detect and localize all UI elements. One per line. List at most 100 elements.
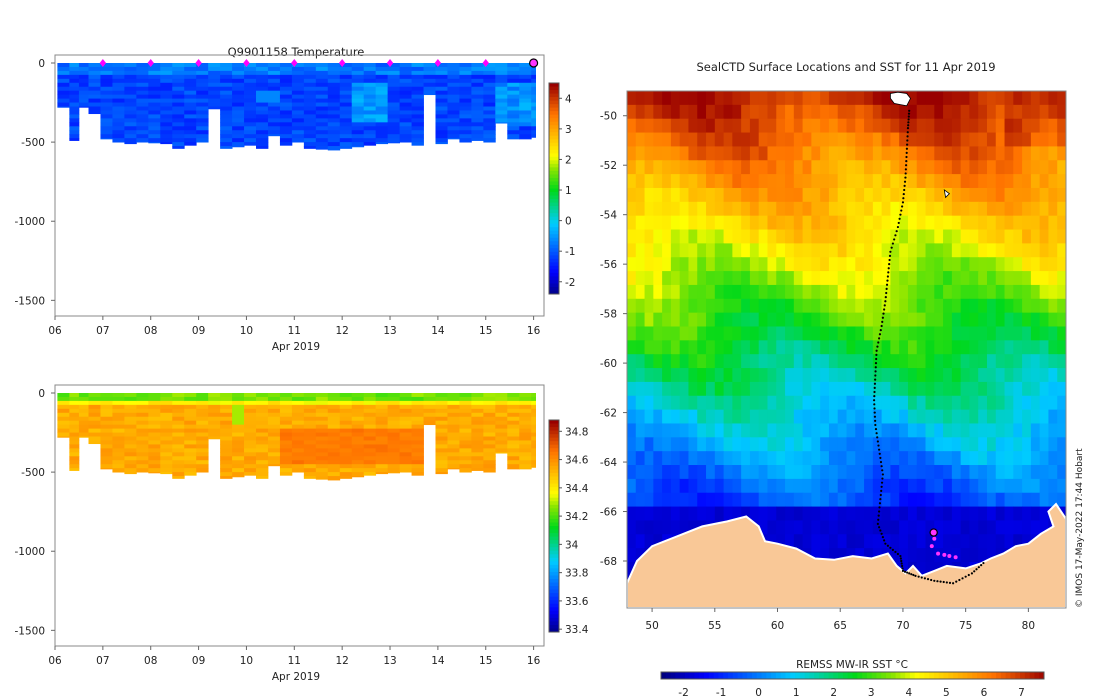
section-cell: [411, 396, 424, 402]
section-cell: [124, 122, 137, 127]
colorbar-segment: [549, 111, 559, 116]
section-cell: [160, 420, 173, 426]
colorbar-tick-label: 4: [905, 687, 912, 699]
section-cell: [69, 110, 80, 115]
section-cell: [232, 122, 245, 127]
sst-cell: [899, 326, 909, 341]
sst-cell: [1013, 174, 1023, 189]
sst-cell: [758, 271, 768, 286]
sst-cell: [881, 146, 891, 161]
sst-cell: [811, 534, 821, 549]
sst-cell: [714, 368, 725, 383]
x-tick-label: 06: [48, 325, 62, 337]
sst-cell: [960, 257, 970, 272]
section-cell: [363, 424, 377, 430]
section-cell: [208, 428, 221, 433]
sst-cell: [820, 229, 830, 244]
sst-cell: [820, 271, 830, 286]
section-cell: [196, 78, 209, 84]
section-cell: [279, 118, 293, 123]
section-cell: [327, 396, 341, 402]
track-point: [923, 577, 926, 580]
section-cell: [339, 106, 353, 111]
section-cell: [148, 452, 161, 457]
section-cell: [112, 110, 125, 115]
section-cell: [160, 142, 173, 145]
sst-cell: [951, 160, 962, 175]
section-cell: [291, 106, 305, 111]
section-cell: [88, 404, 101, 410]
sst-cell: [714, 354, 725, 369]
sst-cell: [776, 423, 786, 438]
sst-cell: [714, 257, 725, 272]
section-cell: [256, 412, 269, 418]
colorbar-segment: [549, 83, 559, 88]
colorbar-segment: [1000, 672, 1007, 679]
sst-cell: [714, 187, 725, 203]
sst-cell: [653, 132, 663, 147]
section-cell: [303, 412, 317, 418]
section-cell: [375, 142, 389, 145]
track-point: [977, 566, 980, 569]
track-point: [879, 529, 882, 532]
section-cell: [100, 70, 113, 76]
sst-cell: [960, 132, 970, 147]
section-cell: [483, 134, 496, 139]
sst-cell: [635, 118, 646, 134]
section-cell: [351, 90, 365, 96]
sst-cell: [934, 160, 944, 175]
sst-cell: [732, 118, 742, 134]
section-cell: [267, 452, 281, 457]
sst-cell: [776, 91, 786, 106]
section-cell: [387, 412, 400, 418]
sst-cell: [951, 146, 962, 161]
section-cell: [291, 110, 305, 115]
section-cell: [100, 408, 113, 414]
sst-cell: [811, 229, 821, 244]
track-point: [948, 581, 952, 584]
section-cell: [303, 70, 317, 76]
section-cell: [220, 464, 233, 469]
sst-cell: [706, 187, 716, 203]
section-cell: [208, 90, 221, 96]
section-cell: [435, 444, 448, 449]
section-cell: [267, 106, 281, 111]
sst-cell: [899, 104, 909, 120]
sst-cell: [1048, 437, 1058, 452]
section-cell: [279, 63, 293, 68]
sst-cell: [1048, 201, 1058, 217]
recent-position: [953, 555, 958, 560]
sst-cell: [960, 423, 970, 438]
colorbar-segment: [549, 156, 559, 161]
section-cell: [148, 74, 161, 80]
section-cell: [327, 110, 341, 115]
sst-cell: [653, 409, 663, 424]
section-cell: [184, 436, 197, 441]
sst-cell: [741, 187, 751, 203]
section-cell: [267, 118, 281, 123]
sst-cell: [1030, 243, 1041, 258]
section-cell: [435, 412, 448, 418]
sst-cell: [828, 104, 839, 120]
section-cell: [411, 102, 424, 107]
sst-cell: [925, 201, 935, 217]
track-point: [905, 151, 908, 154]
section-cell: [112, 82, 125, 88]
sst-cell: [688, 506, 698, 521]
sst-cell: [662, 118, 672, 134]
colorbar-segment: [790, 672, 796, 679]
section-cell: [267, 122, 281, 127]
track-point: [897, 221, 900, 225]
sst-cell: [732, 132, 742, 147]
sst-cell: [978, 492, 988, 508]
sst-cell: [644, 423, 654, 438]
section-cell: [303, 444, 317, 449]
section-cell: [124, 412, 137, 418]
section-cell: [531, 74, 536, 80]
sst-cell: [767, 354, 777, 369]
sst-cell: [899, 534, 909, 549]
section-cell: [423, 420, 436, 426]
section-cell: [507, 86, 520, 92]
sst-cell: [978, 215, 988, 231]
section-cell: [267, 134, 281, 137]
